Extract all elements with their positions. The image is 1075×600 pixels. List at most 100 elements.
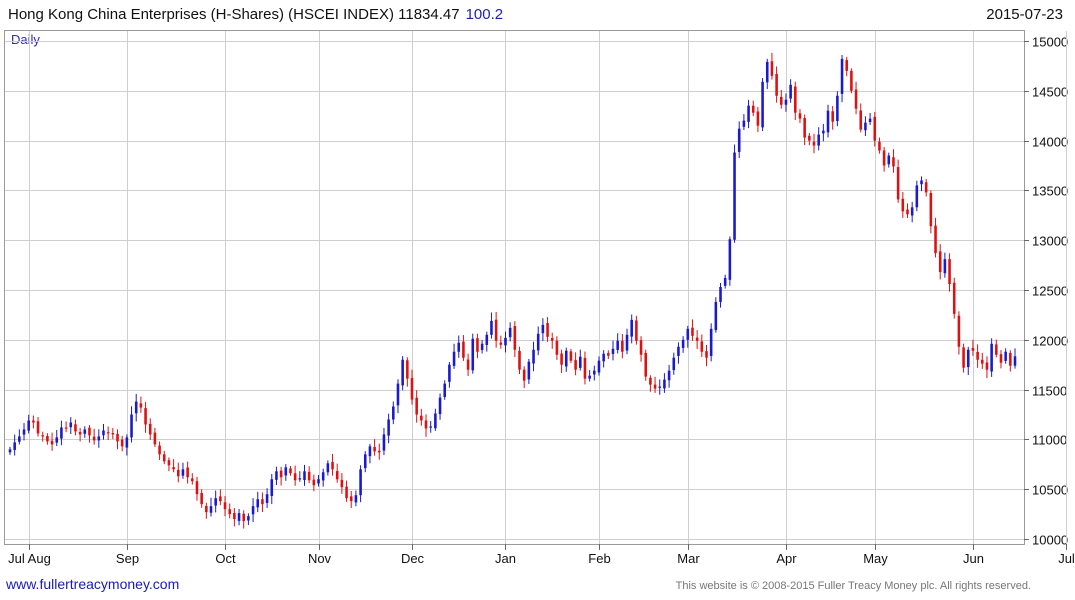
candle-body (462, 341, 465, 358)
candle-body (859, 110, 863, 130)
candle-body (275, 471, 278, 480)
chart-title: Hong Kong China Enterprises (H-Shares) (… (8, 6, 503, 23)
candle-body (74, 424, 77, 432)
candle-body (644, 352, 648, 377)
candle-body (448, 364, 451, 382)
candle-body (293, 473, 297, 481)
candle-body (270, 479, 274, 496)
site-link[interactable]: www.fullertreacymoney.com (6, 576, 180, 592)
candle-body (934, 225, 937, 254)
candle-body (92, 436, 96, 441)
candle-body (761, 81, 764, 128)
candle-body (317, 479, 320, 484)
candle-body (882, 150, 886, 166)
candle-body (97, 436, 101, 441)
candle-body (457, 342, 461, 352)
candle-body (822, 130, 825, 134)
x-tick-label: Jan (495, 551, 516, 566)
candle-body (770, 61, 774, 76)
candle-body (50, 440, 54, 445)
candle-body (747, 105, 750, 122)
x-tick-label: Jul (1058, 551, 1075, 566)
y-tick-label: 15000 (1032, 35, 1068, 50)
candle-body (868, 118, 872, 123)
candle-body (756, 111, 760, 126)
x-tick-label: Nov (308, 551, 332, 566)
candle-body (289, 468, 292, 474)
candle-body (681, 339, 685, 348)
candle-body (850, 70, 853, 91)
title-text: Hong Kong China Enterprises (H-Shares) (… (8, 6, 460, 23)
candle-body (794, 86, 797, 113)
candle-body (176, 469, 180, 477)
candle-body (499, 342, 503, 345)
candle-body (261, 499, 264, 505)
candle-body (541, 324, 545, 334)
candle-body (373, 446, 376, 452)
candle-body (597, 360, 601, 373)
candle-body (191, 478, 194, 482)
candle-body (593, 370, 596, 375)
candle-body (60, 427, 63, 439)
candle-body (158, 445, 161, 455)
candle-body (167, 460, 171, 466)
candle-body (817, 134, 820, 146)
candle-body (854, 89, 858, 109)
candle-body (924, 182, 928, 193)
candle-body (102, 430, 105, 436)
candle-body (359, 469, 362, 496)
candle-body (550, 338, 554, 341)
candle-body (522, 369, 526, 381)
candle-body (555, 340, 559, 355)
candle-body (36, 421, 40, 434)
x-tick-label: May (863, 551, 888, 566)
candle-body (906, 209, 909, 215)
candle-body (265, 494, 269, 503)
candle-body (485, 334, 489, 345)
candle-body (256, 499, 260, 508)
candle-body (672, 357, 676, 371)
candle-body (345, 486, 348, 499)
candle-body (490, 320, 493, 335)
candle-body (228, 509, 231, 515)
candle-body (892, 157, 895, 167)
candle-body (134, 401, 138, 414)
candle-body (714, 301, 718, 331)
candle-body (775, 74, 778, 96)
candle-body (406, 360, 409, 379)
candle-body (700, 341, 704, 352)
candle-body (144, 408, 147, 425)
candle-body (363, 454, 367, 469)
candle-body (733, 152, 736, 240)
candle-body (64, 427, 68, 429)
chart-date: 2015-07-23 (986, 6, 1063, 23)
candle-body (237, 513, 241, 521)
candle-body (948, 259, 951, 285)
period-label: Daily (11, 32, 40, 47)
candle-body (812, 141, 816, 146)
candle-body (247, 516, 250, 521)
candle-body (808, 135, 811, 141)
candle-body (995, 344, 998, 355)
candle-body (429, 426, 432, 428)
candle-body (162, 454, 166, 462)
candle-body (392, 406, 395, 420)
candle-body (22, 429, 26, 435)
candle-body (663, 379, 666, 389)
candle-body (508, 327, 512, 338)
candle-body (878, 141, 881, 151)
candle-body (78, 432, 82, 435)
candle-body (966, 349, 970, 368)
candle-body (200, 492, 203, 505)
candle-body (148, 423, 152, 435)
candle-body (803, 118, 806, 138)
candle-body (368, 446, 372, 457)
candle-body (434, 413, 437, 429)
candle-body (1004, 351, 1007, 361)
candle-body (695, 337, 699, 341)
y-tick-label: 13000 (1032, 234, 1068, 249)
candle-body (985, 362, 989, 370)
candle-body (125, 437, 129, 448)
candle-body (387, 419, 390, 436)
